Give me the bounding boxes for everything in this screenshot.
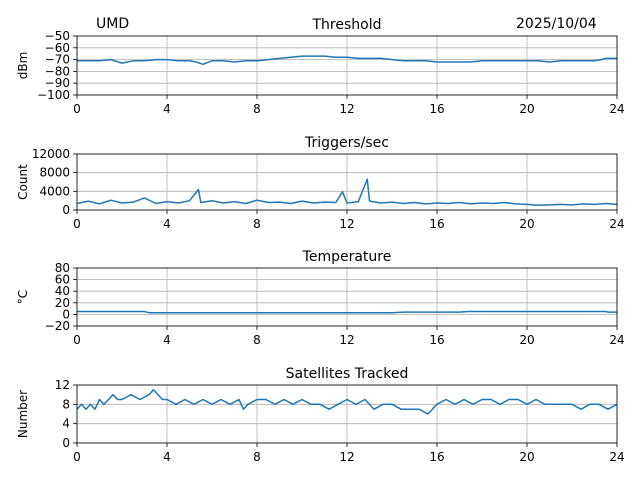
y-axis-label: Count [16,164,30,200]
series-line [77,55,617,66]
y-tick-label: 12000 [32,147,70,161]
x-tick-label: 12 [339,102,354,116]
y-tick-label: −70 [45,53,70,67]
y-tick-label: 4000 [39,184,70,198]
y-axis-label: dBm [16,52,30,80]
y-tick-label: 0 [62,203,70,217]
x-tick-label: 24 [609,102,624,116]
x-tick-label: 8 [253,333,261,347]
series-line [76,389,618,415]
y-axis-label: °C [16,290,30,304]
y-tick-label: −60 [45,41,70,55]
site-label: UMD [96,16,129,32]
y-tick-label: 4 [62,417,70,431]
date-label: 2025/10/04 [516,16,597,32]
y-tick-label: 8000 [39,166,70,180]
x-tick-label: 24 [609,217,624,231]
x-tick-label: 8 [253,217,261,231]
y-tick-label: 40 [55,284,70,298]
x-tick-label: 12 [339,450,354,464]
x-tick-label: 4 [163,450,171,464]
panel-3: Satellites Tracked 0 4 8 12 16 20 24 0 4 8 12 Number [16,366,625,464]
y-tick-label: −20 [45,319,70,333]
y-tick-label: 0 [62,307,70,321]
x-tick-label: 0 [73,450,81,464]
y-tick-label: −50 [45,29,70,43]
x-tick-label: 0 [73,333,81,347]
x-tick-label: 20 [519,217,534,231]
x-tick-label: 16 [429,333,444,347]
y-tick-label: −100 [37,88,70,102]
y-axis-label: Number [16,390,30,438]
x-tick-label: 24 [609,450,624,464]
y-tick-label: −80 [45,64,70,78]
panel-title: Triggers/sec [304,135,389,151]
y-tick-label: 8 [62,397,70,411]
x-tick-label: 20 [519,102,534,116]
y-tick-label: −90 [45,76,70,90]
x-tick-label: 16 [429,102,444,116]
x-tick-label: 16 [429,217,444,231]
chart-panels: Threshold 0 4 8 12 16 20 24 −100−90−80−70−60−50 d… [16,17,625,464]
panel-0: Threshold 0 4 8 12 16 20 24 −100−90−80−70−60−50 d… [16,17,625,116]
x-tick-label: 20 [519,333,534,347]
x-tick-label: 24 [609,333,624,347]
y-tick-label: 12 [55,378,70,392]
x-tick-label: 4 [163,217,171,231]
panel-1: Triggers/sec 0 4 8 12 16 20 24 0 4000 8000 12000Cou… [16,135,625,231]
y-tick-label: 0 [62,436,70,450]
panel-title: Satellites Tracked [286,366,409,382]
y-tick-label: 20 [55,296,70,310]
series-line [76,178,618,207]
x-tick-label: 12 [339,217,354,231]
panel-title: Temperature [302,249,392,265]
x-tick-label: 4 [163,102,171,116]
x-tick-label: 12 [339,333,354,347]
x-tick-label: 8 [253,450,261,464]
y-tick-label: 80 [55,261,70,275]
x-tick-label: 4 [163,333,171,347]
x-tick-label: 0 [73,217,81,231]
series-line [77,310,617,314]
x-tick-label: 20 [519,450,534,464]
x-tick-label: 16 [429,450,444,464]
x-tick-label: 8 [253,102,261,116]
y-tick-label: 60 [55,273,70,287]
panel-title: Threshold [312,17,382,33]
x-tick-label: 0 [73,102,81,116]
